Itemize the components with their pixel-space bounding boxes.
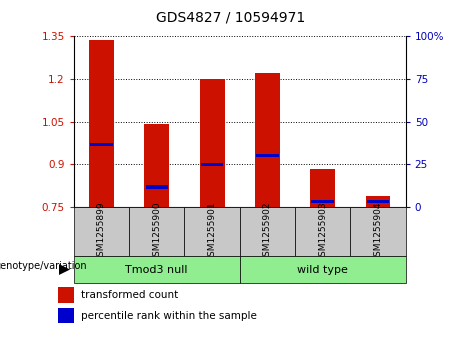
Bar xyxy=(58,287,74,303)
Text: wild type: wild type xyxy=(297,265,348,274)
Bar xyxy=(367,200,389,204)
Bar xyxy=(201,163,223,166)
Bar xyxy=(58,308,74,323)
Text: Tmod3 null: Tmod3 null xyxy=(125,265,188,274)
Bar xyxy=(310,170,335,207)
Text: GSM1255902: GSM1255902 xyxy=(263,201,272,262)
Bar xyxy=(129,207,184,256)
Bar xyxy=(350,207,406,256)
Bar xyxy=(312,200,334,203)
Bar xyxy=(74,207,129,256)
Bar xyxy=(144,125,169,207)
Bar xyxy=(74,256,240,283)
Bar xyxy=(295,207,350,256)
Text: GSM1255901: GSM1255901 xyxy=(207,201,217,262)
Text: GSM1255899: GSM1255899 xyxy=(97,201,106,262)
Bar xyxy=(90,143,112,146)
Text: GSM1255900: GSM1255900 xyxy=(152,201,161,262)
Bar xyxy=(240,256,406,283)
Text: percentile rank within the sample: percentile rank within the sample xyxy=(81,311,257,321)
Bar xyxy=(146,185,168,189)
Bar xyxy=(256,154,278,158)
Text: GSM1255903: GSM1255903 xyxy=(318,201,327,262)
Text: GDS4827 / 10594971: GDS4827 / 10594971 xyxy=(156,11,305,25)
Bar xyxy=(89,40,114,207)
Bar xyxy=(366,196,390,207)
Bar xyxy=(240,207,295,256)
Text: genotype/variation: genotype/variation xyxy=(0,261,87,271)
Bar xyxy=(255,73,280,207)
Bar xyxy=(200,79,225,207)
Text: transformed count: transformed count xyxy=(81,290,178,300)
Bar xyxy=(184,207,240,256)
Text: GSM1255904: GSM1255904 xyxy=(373,201,383,262)
Polygon shape xyxy=(59,264,70,275)
